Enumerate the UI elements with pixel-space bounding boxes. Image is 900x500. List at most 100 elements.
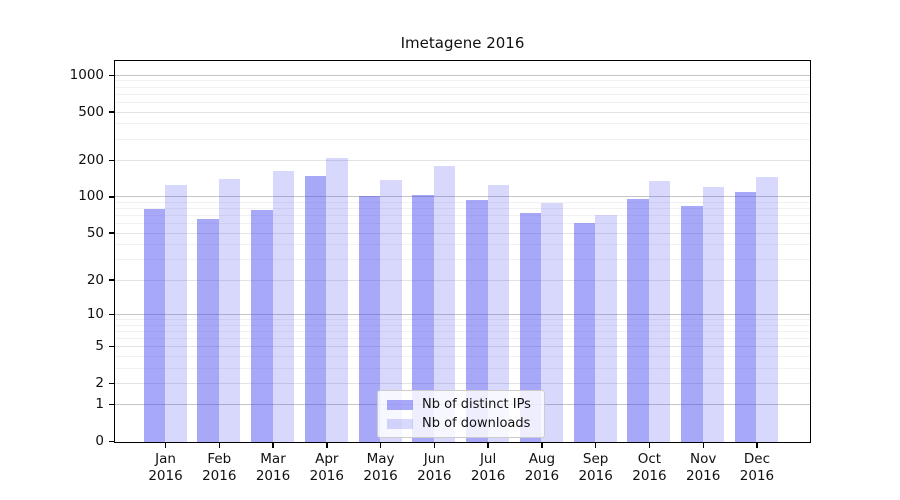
- x-tick-year: 2016: [686, 468, 721, 484]
- chart-title: Imetagene 2016: [400, 34, 525, 52]
- y-tick-label-2: 2: [95, 374, 104, 391]
- x-tick-month: Nov: [690, 451, 717, 467]
- y-tick-label-1000: 1000: [69, 66, 104, 83]
- y-tick-label-5: 5: [95, 338, 104, 355]
- gridline-minor-70: [115, 215, 810, 217]
- x-tick-month: Mar: [260, 451, 286, 467]
- gridline-100: [115, 196, 810, 198]
- x-tick-mark-apr: [326, 443, 328, 448]
- gridline-minor-900: [115, 80, 810, 82]
- x-tick-mark-feb: [218, 443, 220, 448]
- x-tick-month: Oct: [637, 451, 662, 467]
- x-tick-month: May: [366, 451, 395, 467]
- x-tick-year: 2016: [363, 468, 398, 484]
- bar-ips-feb: [197, 219, 219, 442]
- bar-downloads-nov: [702, 187, 725, 442]
- y-tick-mark-1000: [109, 74, 114, 77]
- x-tick-year: 2016: [202, 468, 237, 484]
- x-tick-mark-mar: [272, 443, 274, 448]
- x-tick-year: 2016: [470, 468, 506, 484]
- bar-ips-dec: [734, 191, 757, 442]
- gridline-5: [115, 346, 810, 348]
- gridline-minor-90: [115, 201, 810, 203]
- x-tick-mark-oct: [648, 443, 651, 448]
- x-tick-label-nov: Nov 2016: [675, 451, 731, 485]
- x-tick-mark-may: [379, 443, 382, 448]
- bar-ips-nov: [681, 205, 703, 442]
- bar-downloads-apr: [326, 158, 348, 442]
- y-tick-mark-500: [109, 111, 114, 113]
- x-tick-label-feb: Feb 2016: [191, 451, 247, 485]
- y-tick-label-50: 50: [86, 224, 104, 241]
- y-tick-label-100: 100: [78, 188, 104, 205]
- bar-downloads-feb: [218, 179, 241, 442]
- legend-item-downloads: Nb of downloads: [387, 416, 535, 431]
- x-tick-mark-aug: [541, 443, 543, 448]
- x-tick-mark-jul: [487, 443, 489, 448]
- y-tick-mark-0: [109, 440, 114, 443]
- x-tick-label-dec: Dec 2016: [729, 451, 785, 485]
- gridline-500: [115, 111, 810, 113]
- y-tick-label-200: 200: [78, 151, 104, 168]
- gridline-minor-7: [115, 330, 810, 332]
- x-tick-month: Jun: [423, 451, 445, 467]
- y-tick-mark-20: [109, 279, 114, 281]
- y-tick-label-0: 0: [95, 433, 104, 449]
- x-tick-month: Aug: [528, 451, 556, 467]
- x-tick-month: Feb: [207, 451, 232, 467]
- x-tick-mark-nov: [702, 443, 704, 448]
- gridline-minor-9: [115, 318, 810, 320]
- bar-ips-may: [358, 196, 381, 442]
- gridline-minor-400: [115, 123, 810, 125]
- x-tick-year: 2016: [417, 468, 452, 484]
- bar-ips-apr: [304, 176, 327, 442]
- gridline-200: [115, 159, 810, 161]
- y-tick-label-20: 20: [86, 271, 104, 288]
- x-tick-year: 2016: [524, 468, 560, 484]
- bar-ips-mar: [251, 210, 273, 442]
- bar-ips-jun: [412, 195, 434, 442]
- gridline-minor-3: [115, 367, 810, 369]
- x-tick-year: 2016: [578, 468, 613, 484]
- gridline-minor-600: [115, 101, 810, 103]
- x-tick-year: 2016: [148, 468, 183, 484]
- y-tick-mark-100: [109, 196, 114, 198]
- gridline-minor-60: [115, 223, 810, 225]
- bar-downloads-oct: [648, 180, 671, 442]
- bar-downloads-mar: [272, 171, 295, 442]
- x-tick-mark-jun: [433, 443, 436, 448]
- bar-downloads-jun: [433, 165, 456, 442]
- y-tick-mark-5: [109, 345, 114, 348]
- bar-downloads-jan: [165, 184, 187, 442]
- plot-area: Nb of distinct IPs Nb of downloads: [114, 60, 811, 443]
- bar-ips-jan: [143, 209, 165, 442]
- gridline-minor-300: [115, 138, 810, 140]
- x-tick-label-jun: Jun 2016: [406, 451, 462, 485]
- legend-swatch-distinct-ips: [387, 399, 413, 410]
- x-tick-label-aug: Aug 2016: [514, 451, 570, 485]
- legend: Nb of distinct IPs Nb of downloads: [377, 390, 545, 438]
- x-tick-label-jul: Jul 2016: [460, 451, 516, 485]
- y-tick-label-10: 10: [86, 305, 104, 322]
- gridline-50: [115, 232, 810, 234]
- gridline-minor-30: [115, 259, 810, 261]
- legend-item-distinct-ips: Nb of distinct IPs: [387, 397, 535, 412]
- bar-downloads-may: [380, 180, 402, 442]
- x-tick-label-jan: Jan 2016: [138, 451, 194, 485]
- gridline-2: [115, 382, 810, 384]
- x-tick-mark-jan: [164, 443, 167, 448]
- gridline-10: [115, 313, 810, 315]
- legend-label-downloads: Nb of downloads: [422, 416, 531, 431]
- x-tick-label-oct: Oct 2016: [621, 451, 677, 485]
- y-tick-label-1: 1: [95, 396, 104, 413]
- x-tick-month: Jul: [479, 451, 497, 467]
- legend-label-distinct-ips: Nb of distinct IPs: [422, 397, 531, 412]
- x-tick-label-may: May 2016: [353, 451, 409, 485]
- gridline-20: [115, 279, 810, 281]
- bar-downloads-sep: [595, 214, 617, 442]
- x-tick-year: 2016: [309, 468, 344, 484]
- bar-ips-jul: [466, 200, 488, 442]
- gridline-1000: [115, 74, 810, 76]
- gridline-minor-40: [115, 244, 810, 246]
